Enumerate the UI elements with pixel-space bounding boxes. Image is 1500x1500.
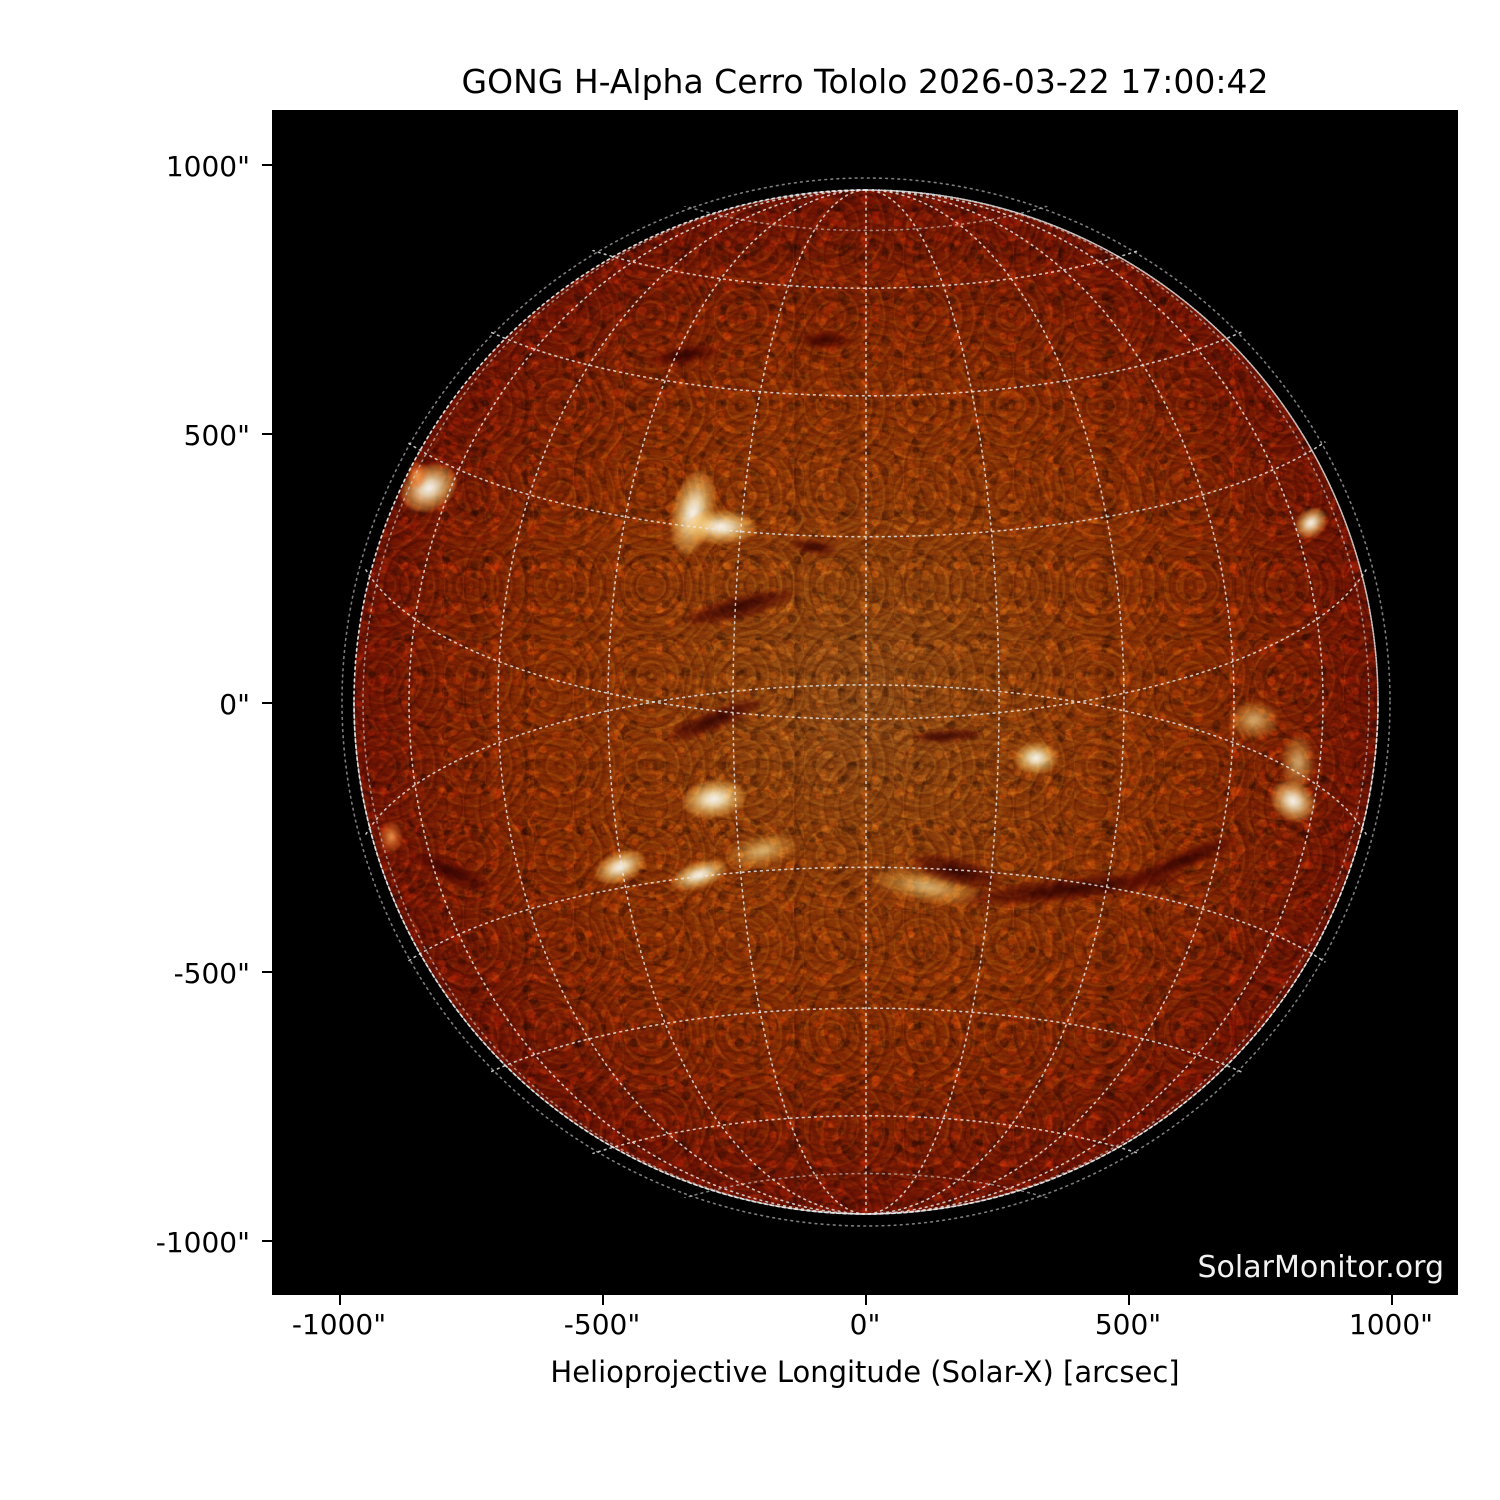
y-tick-mark-neg1000 [262, 1240, 272, 1242]
y-tick-label-1000: 1000" [165, 150, 250, 183]
y-tick-label-0: 0" [219, 688, 250, 721]
x-tick-label-0: 0" [849, 1308, 881, 1341]
x-tick-label-neg1000: -1000" [291, 1308, 387, 1341]
y-tick-mark-neg500 [262, 971, 272, 973]
watermark-solarmonitor: SolarMonitor.org [1197, 1250, 1444, 1285]
solar-disk-plot-area: SolarMonitor.org [272, 110, 1458, 1295]
sun-image [272, 110, 1458, 1295]
y-tick-mark-500 [262, 433, 272, 435]
heliographic-grid [341, 177, 1391, 1227]
y-tick-label-500: 500" [183, 419, 250, 452]
y-tick-mark-0 [262, 702, 272, 704]
x-tick-mark-500 [1128, 1295, 1130, 1305]
y-tick-mark-1000 [262, 164, 272, 166]
x-tick-mark-0 [865, 1295, 867, 1305]
x-tick-label-500: 500" [1094, 1308, 1162, 1341]
x-tick-label-1000: 1000" [1348, 1308, 1434, 1341]
x-axis-label: Helioprojective Longitude (Solar-X) [arc… [550, 1355, 1180, 1389]
page-title: GONG H-Alpha Cerro Tololo 2026-03-22 17:… [461, 62, 1269, 101]
x-tick-label-neg500: -500" [563, 1308, 641, 1341]
x-tick-mark-neg1000 [339, 1295, 341, 1305]
x-tick-mark-neg500 [602, 1295, 604, 1305]
y-tick-label-neg500: -500" [173, 957, 250, 990]
x-tick-mark-1000 [1391, 1295, 1393, 1305]
y-tick-label-neg1000: -1000" [155, 1226, 250, 1259]
